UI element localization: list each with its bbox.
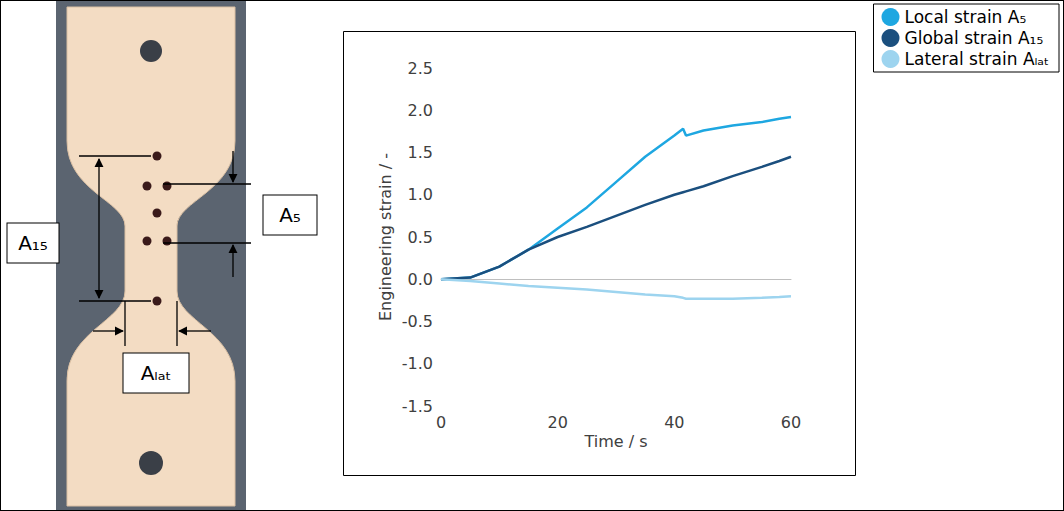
svg-text:-0.5: -0.5 <box>402 312 433 331</box>
svg-text:A₁₅: A₁₅ <box>18 231 48 255</box>
svg-text:Aₗₐₜ: Aₗₐₜ <box>141 361 172 385</box>
svg-text:-1.0: -1.0 <box>402 354 433 373</box>
svg-text:40: 40 <box>664 413 684 432</box>
svg-text:Engineering strain / -: Engineering strain / - <box>376 153 395 321</box>
svg-text:A₅: A₅ <box>279 203 301 227</box>
svg-text:0: 0 <box>436 413 446 432</box>
svg-text:20: 20 <box>547 413 567 432</box>
svg-text:60: 60 <box>781 413 801 432</box>
svg-text:1.0: 1.0 <box>408 185 433 204</box>
svg-text:Local strain A₅: Local strain A₅ <box>905 7 1027 27</box>
svg-text:-1.5: -1.5 <box>402 397 433 416</box>
svg-text:0.5: 0.5 <box>408 228 433 247</box>
svg-text:2.5: 2.5 <box>408 59 433 78</box>
svg-text:Time / s: Time / s <box>583 432 647 451</box>
svg-text:Lateral strain Aₗₐₜ: Lateral strain Aₗₐₜ <box>905 49 1050 69</box>
svg-text:2.0: 2.0 <box>408 101 433 120</box>
svg-text:1.5: 1.5 <box>408 143 433 162</box>
svg-text:Global strain A₁₅: Global strain A₁₅ <box>905 28 1044 48</box>
svg-text:0.0: 0.0 <box>408 270 433 289</box>
